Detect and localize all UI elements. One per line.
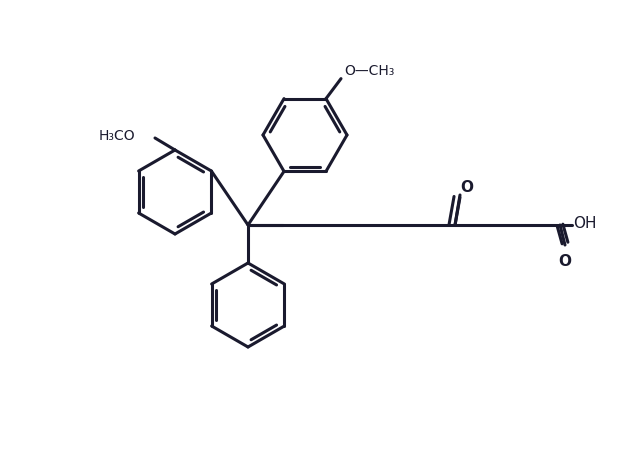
Text: O—CH₃: O—CH₃ — [344, 63, 394, 78]
Text: O: O — [559, 253, 572, 268]
Text: O: O — [461, 180, 474, 195]
Text: H₃CO: H₃CO — [99, 129, 135, 143]
Text: OH: OH — [573, 216, 596, 230]
